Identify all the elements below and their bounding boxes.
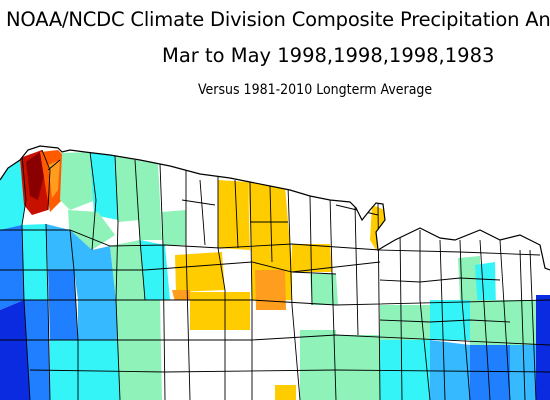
division-or-central — [48, 270, 78, 340]
division-boundaries — [0, 149, 550, 400]
division-mn-south — [380, 260, 420, 305]
division-ks-north — [300, 330, 336, 400]
division-mt-sc — [175, 252, 225, 292]
division-id-east — [140, 240, 170, 300]
division-wy-central — [190, 330, 252, 400]
division-sd-e — [310, 274, 338, 305]
division-ne-south — [336, 335, 380, 400]
division-or-coast-south — [0, 300, 30, 400]
division-il-south — [470, 345, 510, 400]
division-or-se — [78, 300, 118, 340]
division-nd-east — [330, 200, 378, 250]
division-nd-west — [288, 188, 330, 244]
division-mi-east — [500, 250, 534, 300]
division-or-willamette — [22, 224, 48, 300]
division-or-ne — [70, 230, 116, 300]
map-period: Mar to May 1998,1998,1998,1983 — [162, 44, 495, 67]
division-mt-c3 — [250, 222, 292, 262]
division-mo-east — [430, 340, 470, 400]
us-outline — [0, 145, 550, 271]
division-wy-west — [165, 300, 190, 400]
division-il-north — [470, 300, 510, 345]
map-subtitle: Versus 1981-2010 Longterm Average — [198, 82, 433, 98]
division-wa-east — [60, 152, 96, 210]
division-wa-ne — [90, 152, 118, 220]
map-title: NOAA/NCDC Climate Division Composite Pre… — [6, 8, 550, 31]
division-mo-north — [380, 340, 430, 400]
division-mt-c1 — [218, 180, 250, 250]
division-sd-w — [255, 270, 286, 310]
division-wa-inner — [48, 160, 60, 198]
division-wa-core — [26, 152, 44, 200]
division-mt-north — [180, 168, 218, 245]
division-wy-n — [190, 292, 250, 330]
division-or-coast-north — [0, 225, 24, 310]
division-ia-east — [430, 300, 470, 340]
division-nd-sw — [292, 244, 332, 272]
division-mt-west1 — [135, 160, 162, 240]
division-mt-s — [222, 252, 252, 292]
division-ia-north — [380, 305, 430, 340]
division-co-ne — [275, 385, 296, 400]
division-oh-west — [536, 295, 550, 400]
division-mt-west2 — [158, 164, 186, 212]
division-nv-north — [50, 340, 120, 400]
division-wa-coast — [0, 155, 26, 230]
division-id-north — [115, 156, 140, 222]
division-fills — [0, 146, 550, 400]
division-mt-sw — [162, 210, 190, 245]
division-mi — [475, 262, 496, 310]
division-or-cascades — [46, 224, 74, 270]
division-mt-c2 — [248, 182, 288, 222]
division-id-south — [116, 300, 162, 400]
division-or-sw — [24, 300, 50, 400]
